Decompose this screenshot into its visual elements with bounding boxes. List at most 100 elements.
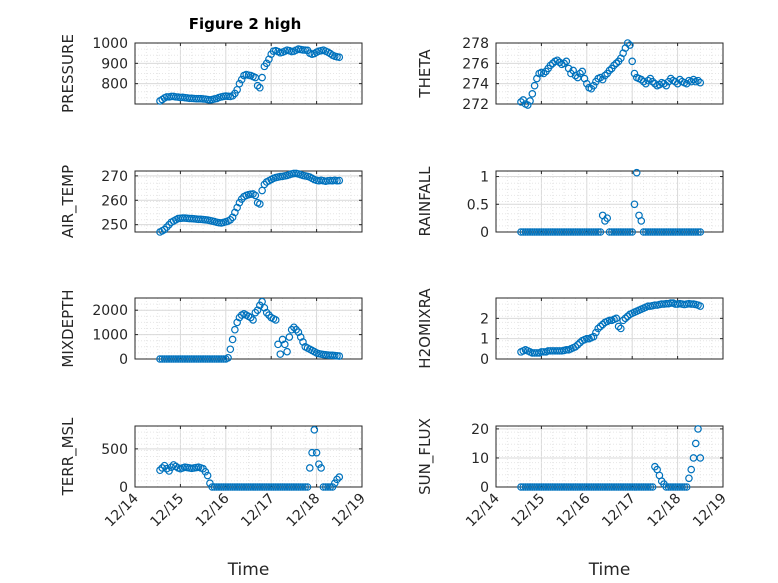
panel-6-axes-box (495, 297, 724, 360)
panel-7-data-point (158, 464, 167, 472)
panel-5-data-point (283, 347, 291, 356)
panel-5-data-point (281, 340, 289, 349)
panel-2-ytick-label: 278 (462, 36, 489, 52)
panel-4-data-point (637, 217, 646, 225)
panel-7-data-point (317, 464, 325, 472)
panel-4-ytick-label: 1 (480, 170, 489, 186)
panel-2-data-point (553, 56, 562, 65)
panel-2-data-point (689, 75, 698, 84)
panel-7-data-point (326, 483, 335, 491)
panel-3-data-point (260, 180, 269, 189)
panel-2-data-point (539, 69, 548, 78)
panel-5-data-point (271, 316, 280, 324)
panel-7-data-point (324, 483, 332, 491)
panel-4-data-point (626, 228, 634, 236)
panel-5-data-point (235, 313, 244, 322)
panel-2-axes: 272 274 276 278 THETA (416, 36, 724, 113)
panel-6-data-point (605, 316, 614, 325)
panel-4-data-point (694, 228, 702, 236)
panel-8-data-point (678, 483, 686, 491)
panel-1-series (156, 45, 344, 105)
panel-3-data-point (335, 176, 344, 185)
panel-2-axes-box (495, 42, 724, 105)
panel-3-axes-box (134, 170, 363, 233)
panel-1-data-point (235, 79, 244, 88)
panel-4-axes: 0 0.5 1 RAINFALL (416, 166, 724, 241)
panel-5-data-point (249, 316, 257, 324)
panel-3-ytick-label: 270 (101, 169, 128, 185)
panel-3-data-point (290, 169, 298, 178)
panel-2-ylabel: THETA (416, 49, 434, 99)
panel-6-data-point (696, 302, 705, 310)
panel-4-ytick-label: 0.5 (467, 197, 489, 213)
panel-8-ytick-label: 0 (480, 480, 489, 496)
panel-7-data-point (330, 479, 339, 487)
panel-3-data-point (251, 191, 260, 200)
panel-2-data-point (578, 67, 587, 76)
panel-5-axes-box (134, 297, 363, 360)
panel-7-axes-box (134, 425, 363, 488)
panel-6-data-point (594, 324, 602, 333)
panel-1-data-point (228, 92, 237, 100)
panel-8-data-point (648, 483, 657, 491)
panel-2-data-point (644, 76, 652, 85)
panel-3-data-point (165, 220, 173, 229)
panel-7-data-point (312, 448, 321, 457)
panel-6-data-point (573, 340, 582, 349)
panel-2-data-point (560, 59, 568, 68)
panel-5-data-point (251, 308, 260, 317)
panel-8-ytick-label: 20 (471, 422, 489, 438)
panel-2-data-point (589, 81, 598, 90)
panel-6-data-point (596, 322, 605, 331)
panel-6-series (517, 299, 705, 357)
panel-6-data-point (621, 314, 630, 323)
panel-6-ytick-label: 0 (480, 352, 489, 368)
panel-6-ytick-label: 2 (480, 311, 489, 327)
panel-2-data-point (610, 61, 618, 70)
panel-2-data-point (628, 57, 637, 66)
panel-8-data-point (682, 483, 691, 491)
panel-8-data-point (694, 425, 702, 433)
panel-6-data-point (614, 322, 623, 331)
panel-2-data-point (528, 90, 537, 98)
panel-4-data-point (628, 228, 637, 236)
panel-2-data-point (623, 39, 632, 47)
panel-2-series (517, 39, 705, 109)
panel-8-data-point (687, 465, 696, 474)
panel-7-data-point (333, 475, 341, 484)
panel-6-data-point (571, 342, 580, 351)
panel-7-data-point (335, 473, 344, 481)
panel-4-data-point (630, 200, 639, 209)
panel-5-data-point (285, 333, 294, 341)
panel-2-ytick-label: 274 (462, 77, 489, 93)
panel-2-data-point (648, 77, 657, 86)
panel-5-series (156, 297, 344, 363)
panel-2-data-point (639, 77, 648, 86)
panel-7-data-point (315, 460, 323, 468)
panel-6-data-point (562, 346, 571, 354)
panel-7-data-point (203, 471, 212, 480)
panel-2-data-point (626, 41, 634, 49)
panel-6-data-point (589, 332, 598, 341)
panel-5-data-point (335, 352, 344, 360)
panel-7-xlabel: Time (227, 560, 270, 580)
panel-5-data-point (231, 325, 239, 334)
panel-5-data-point (226, 345, 235, 354)
panel-2-data-point (696, 78, 705, 87)
panel-3-data-point (226, 216, 235, 224)
panel-6-data-point (592, 328, 600, 337)
panel-7-series (156, 426, 344, 491)
panel-4-data-point (696, 228, 705, 236)
panel-2-data-point (596, 73, 605, 82)
panel-1-axes: 800 900 1000 PRESSURE (59, 34, 363, 113)
panel-4-series (517, 168, 705, 236)
panel-8-data-point (685, 474, 693, 483)
panel-7-data-point (162, 464, 171, 473)
panel-4-data-point (596, 228, 605, 236)
panel-1-data-point (258, 73, 266, 82)
panel-5-data-point (276, 350, 285, 358)
panel-2-ytick-label: 276 (462, 56, 489, 72)
panel-2-data-point (598, 75, 607, 84)
panel-8-axes-box (495, 425, 724, 488)
